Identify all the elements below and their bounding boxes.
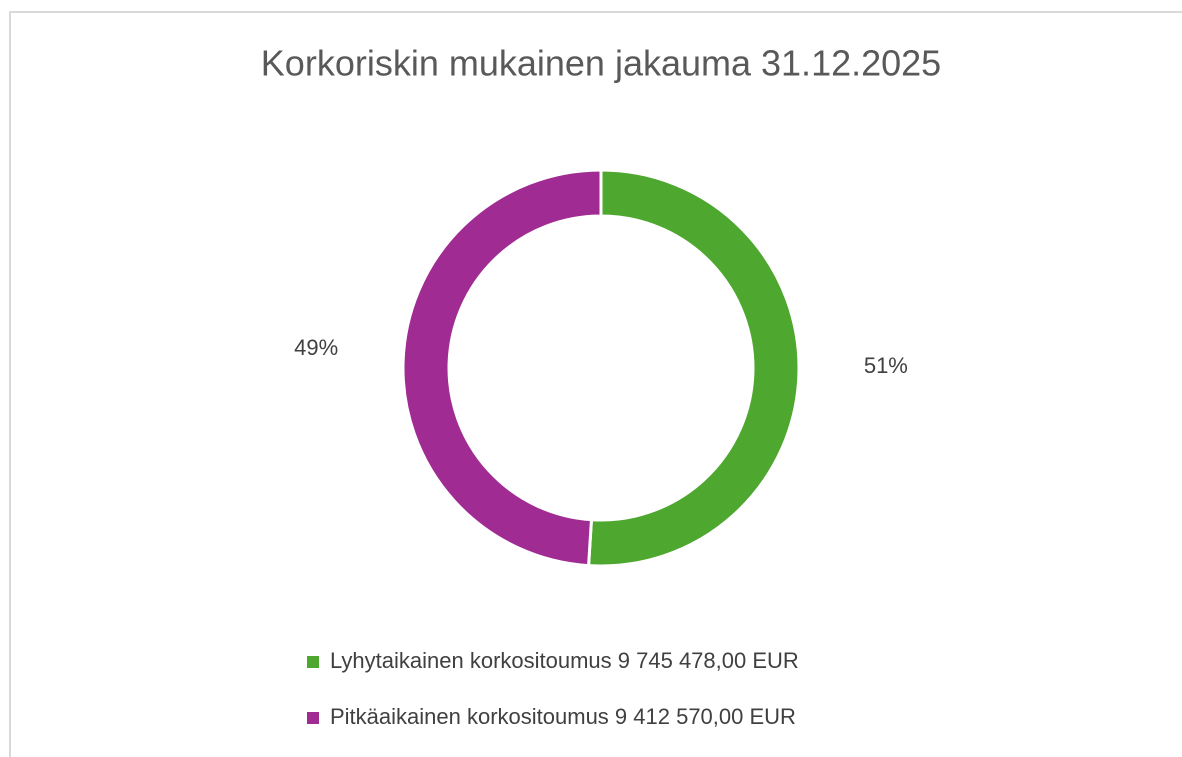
- chart-border: [9, 11, 1182, 757]
- data-label: 51%: [864, 353, 908, 378]
- data-label: 49%: [294, 335, 338, 360]
- donut-slice: [401, 168, 603, 568]
- legend-swatch: [307, 656, 319, 668]
- legend-swatch: [307, 712, 319, 724]
- donut-slice: [586, 168, 801, 568]
- legend-label: Pitkäaikainen korkositoumus 9 412 570,00…: [330, 704, 796, 729]
- legend-label: Lyhytaikainen korkositoumus 9 745 478,00…: [330, 648, 799, 673]
- chart-title: Korkoriskin mukainen jakauma 31.12.2025: [261, 43, 941, 84]
